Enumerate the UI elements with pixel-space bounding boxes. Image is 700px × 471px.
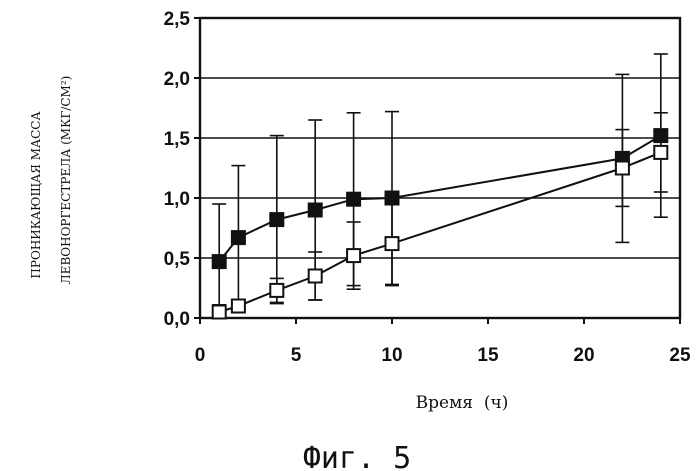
y-axis-label-line1: ПРОНИКАЮЩАЯ МАССА bbox=[29, 111, 43, 278]
data-point bbox=[213, 306, 226, 319]
series-line bbox=[219, 152, 661, 312]
y-axis-label-line2: ЛЕВОНОРГЕСТРЕЛА (МКГ/СМ²) bbox=[59, 76, 73, 285]
y-tick-label: 1,0 bbox=[164, 189, 190, 210]
data-point bbox=[232, 300, 245, 313]
data-point bbox=[270, 284, 283, 297]
data-point bbox=[270, 213, 283, 226]
x-tick-label: 15 bbox=[477, 345, 499, 366]
data-point bbox=[309, 204, 322, 217]
series-layer bbox=[212, 54, 668, 319]
data-point bbox=[386, 237, 399, 250]
data-point bbox=[347, 249, 360, 262]
x-tick-label: 0 bbox=[195, 345, 206, 366]
x-tick-label: 25 bbox=[669, 345, 691, 366]
y-tick-label: 2,5 bbox=[164, 9, 191, 30]
plot-frame bbox=[200, 18, 680, 318]
y-tick-label: 2,0 bbox=[164, 69, 190, 90]
gridlines bbox=[200, 18, 680, 318]
x-axis-ticks: 0 5 10 15 20 25 bbox=[195, 318, 691, 366]
data-point bbox=[213, 255, 226, 268]
data-point bbox=[347, 193, 360, 206]
data-point bbox=[654, 146, 667, 159]
x-tick-label: 20 bbox=[573, 345, 594, 366]
figure-caption: Фиг. 5 bbox=[303, 441, 411, 471]
y-tick-label: 0,5 bbox=[164, 249, 191, 270]
x-tick-label: 10 bbox=[381, 345, 402, 366]
data-point bbox=[616, 162, 629, 175]
data-point bbox=[309, 270, 322, 283]
x-axis-label: Время (ч) bbox=[416, 393, 509, 413]
y-tick-label: 1,5 bbox=[164, 129, 191, 150]
y-tick-label: 0,0 bbox=[164, 309, 190, 330]
x-tick-label: 5 bbox=[291, 345, 302, 366]
y-axis-ticks: 0,0 0,5 1,0 1,5 2,0 2,5 bbox=[164, 9, 200, 330]
data-point bbox=[232, 231, 245, 244]
